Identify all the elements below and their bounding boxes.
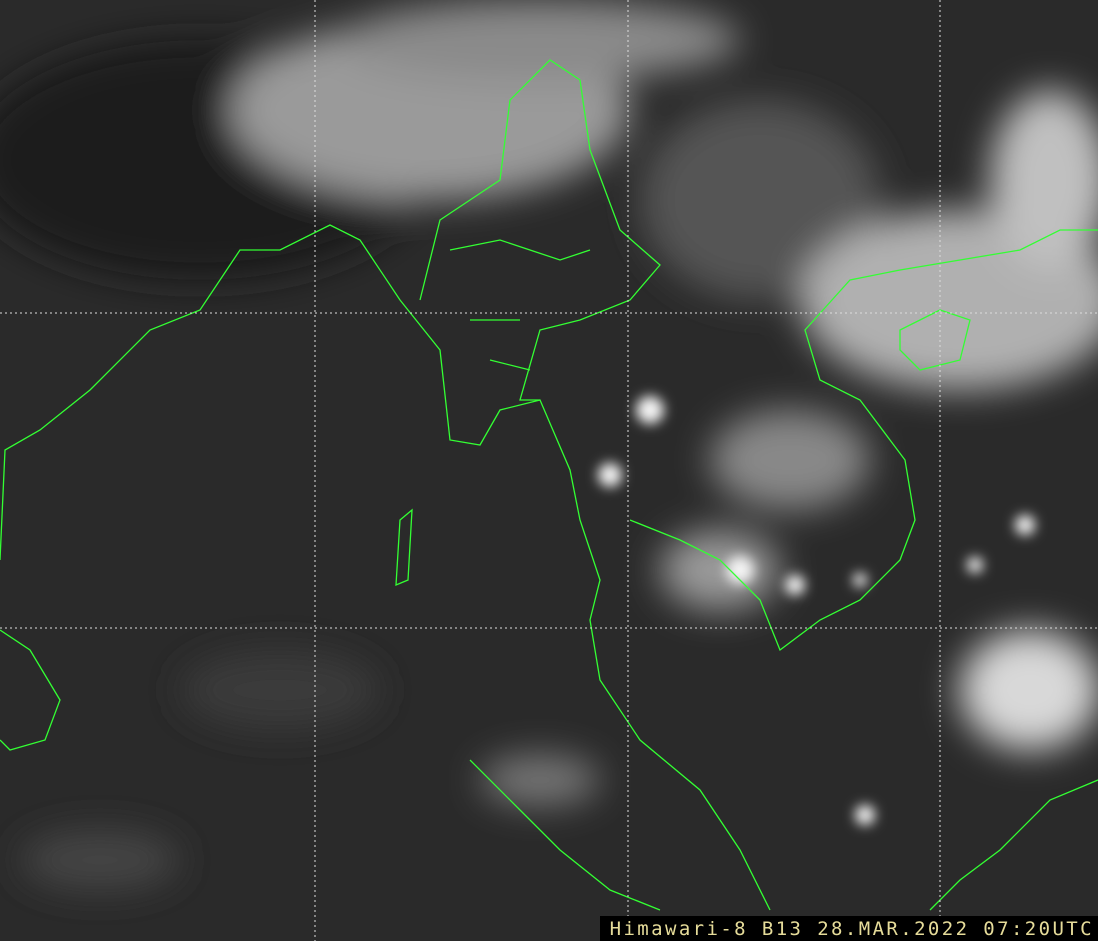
image-caption: Himawari-8 B13 28.MAR.2022 07:20UTC <box>599 916 1098 941</box>
cloud-cover <box>0 0 1098 890</box>
coastlines-and-borders <box>0 59 1098 911</box>
